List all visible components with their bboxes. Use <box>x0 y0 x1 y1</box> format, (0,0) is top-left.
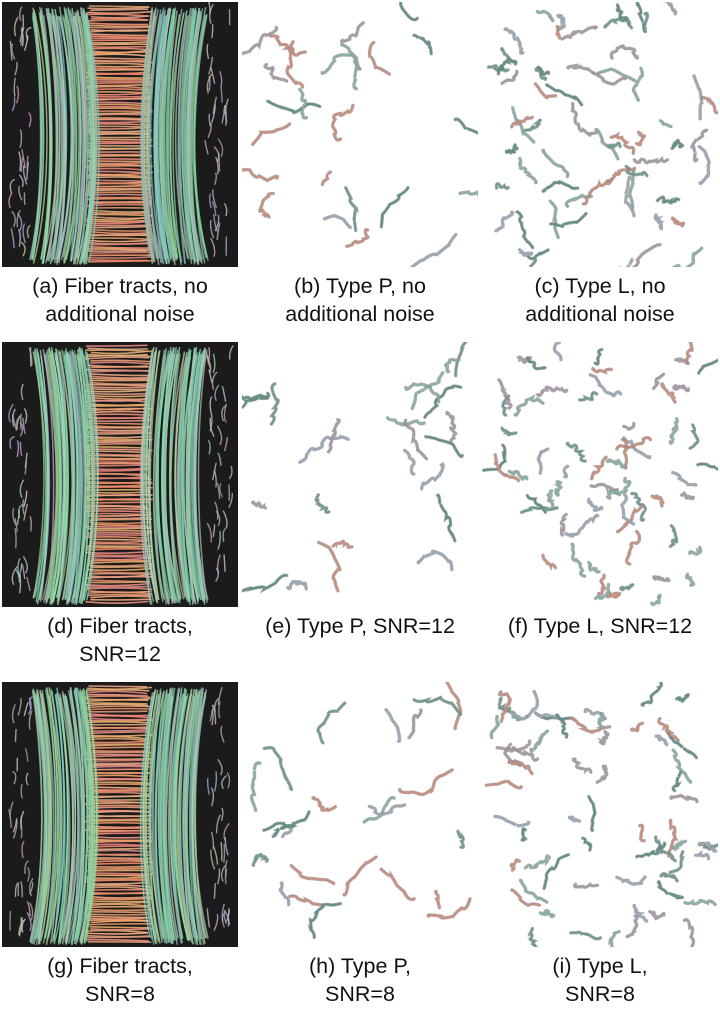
background <box>242 342 478 607</box>
fiber-fragments <box>482 342 718 607</box>
fiber-tracts-image <box>2 342 238 607</box>
panel-caption: (e) Type P, SNR=12 <box>240 612 480 640</box>
caption-line-1: (i) Type L, <box>552 954 648 978</box>
panel-caption: (a) Fiber tracts, no additional noise <box>0 272 240 328</box>
fiber-tracts-image <box>2 2 238 267</box>
fiber-fragments <box>242 2 478 267</box>
type-p-image <box>242 2 478 267</box>
fiber-fragments <box>242 342 468 594</box>
panel-caption: (h) Type P, SNR=8 <box>240 952 480 1008</box>
caption-line-1: (e) Type P, SNR=12 <box>265 614 455 638</box>
caption-line-1: (d) Fiber tracts, <box>47 614 193 638</box>
panel-caption: (g) Fiber tracts, SNR=8 <box>0 952 240 1008</box>
panel-caption: (d) Fiber tracts, SNR=12 <box>0 612 240 668</box>
caption-line-1: (g) Fiber tracts, <box>47 954 193 978</box>
caption-line-2: SNR=8 <box>325 982 395 1006</box>
type-l-image <box>482 342 718 607</box>
caption-line-2: additional noise <box>45 302 195 326</box>
caption-line-1: (f) Type L, SNR=12 <box>507 614 693 638</box>
panel-f: (f) Type L, SNR=12 <box>480 340 720 676</box>
panel-a: (a) Fiber tracts, no additional noise <box>0 0 240 336</box>
caption-line-2: additional noise <box>285 302 435 326</box>
caption-line-2: SNR=8 <box>85 982 155 1006</box>
panel-caption: (i) Type L, SNR=8 <box>480 952 720 1008</box>
fiber-bundles <box>8 344 234 606</box>
caption-line-2: additional noise <box>525 302 675 326</box>
panel-e: (e) Type P, SNR=12 <box>240 340 480 676</box>
fiber-bundles <box>8 685 231 946</box>
fiber-tracts-image <box>2 682 238 947</box>
type-l-image <box>482 2 718 267</box>
panel-caption: (c) Type L, no additional noise <box>480 272 720 328</box>
type-p-image <box>242 682 478 947</box>
panel-c: (c) Type L, no additional noise <box>480 0 720 336</box>
background <box>242 682 478 947</box>
fiber-fragments <box>486 2 718 267</box>
fiber-fragments <box>249 682 472 940</box>
panel-h: (h) Type P, SNR=8 <box>240 680 480 1016</box>
caption-line-1: (b) Type P, no <box>294 274 426 298</box>
panel-b: (b) Type P, no additional noise <box>240 0 480 336</box>
caption-line-2: SNR=12 <box>79 642 161 666</box>
panel-i: (i) Type L, SNR=8 <box>480 680 720 1016</box>
caption-line-1: (h) Type P, <box>309 954 411 978</box>
panel-caption: (b) Type P, no additional noise <box>240 272 480 328</box>
type-p-image <box>242 342 478 607</box>
panel-g: (g) Fiber tracts, SNR=8 <box>0 680 240 1016</box>
fiber-bundles <box>8 2 231 266</box>
caption-line-1: (c) Type L, no <box>534 274 666 298</box>
panel-caption: (f) Type L, SNR=12 <box>480 612 720 640</box>
type-l-image <box>482 682 718 947</box>
fiber-fragments <box>484 682 718 947</box>
caption-line-1: (a) Fiber tracts, no <box>32 274 208 298</box>
caption-line-2: SNR=8 <box>565 982 635 1006</box>
panel-d: (d) Fiber tracts, SNR=12 <box>0 340 240 676</box>
